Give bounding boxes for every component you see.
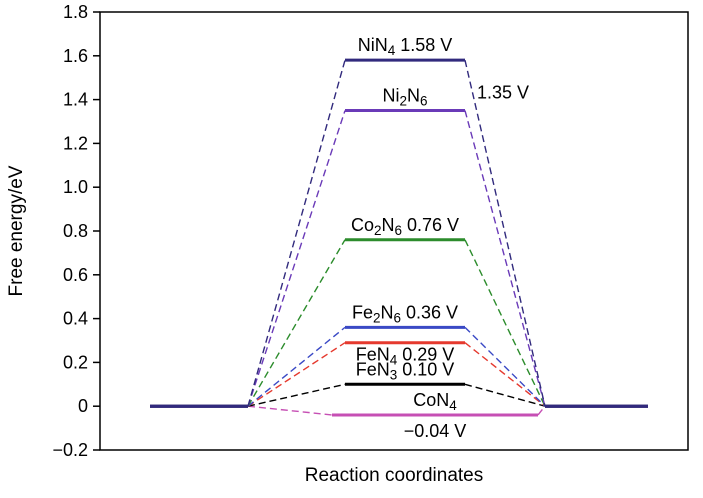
value-Ni2N6: 1.35 V bbox=[477, 83, 529, 103]
label-Fe2N6: Fe2N6 0.36 V bbox=[352, 302, 458, 325]
x-axis-label: Reaction coordinates bbox=[305, 465, 484, 486]
connector-Co2N6-down bbox=[464, 239, 546, 407]
label-Ni2N6: Ni2N6 bbox=[382, 86, 427, 109]
connector-Ni2N6-up bbox=[247, 110, 346, 407]
connector-Ni2N6-down bbox=[464, 110, 546, 407]
connector-NiN4-up bbox=[247, 59, 346, 407]
y-tick-label: 0.6 bbox=[63, 265, 88, 285]
connector-Fe2N6-down bbox=[464, 326, 546, 407]
y-tick-label: 0.4 bbox=[63, 309, 88, 329]
y-axis-label: Free energy/eV bbox=[6, 165, 27, 296]
y-tick-label: 1.6 bbox=[63, 46, 88, 66]
connector-FeN4-up bbox=[247, 342, 346, 407]
label-Co2N6: Co2N6 0.76 V bbox=[351, 215, 459, 238]
connector-CoN4-down bbox=[537, 405, 546, 416]
value-CoN4: −0.04 V bbox=[404, 421, 467, 441]
connector-NiN4-down bbox=[464, 60, 546, 407]
y-tick-label: 0.2 bbox=[63, 352, 88, 372]
connector-CoN4-up bbox=[247, 405, 333, 416]
y-tick-label: 0 bbox=[78, 396, 88, 416]
connector-FeN4-down bbox=[464, 342, 546, 407]
label-FeN4: FeN4 0.29 V bbox=[356, 345, 455, 368]
connector-Fe2N6-up bbox=[247, 326, 346, 407]
y-tick-label: 1.4 bbox=[63, 90, 88, 110]
label-CoN4: CoN4 bbox=[413, 390, 457, 413]
y-tick-label: 1.2 bbox=[63, 133, 88, 153]
y-tick-label: 1.0 bbox=[63, 177, 88, 197]
label-NiN4: NiN4 1.58 V bbox=[358, 35, 453, 58]
connector-FeN3-up bbox=[247, 383, 346, 407]
connector-Co2N6-up bbox=[247, 239, 346, 407]
y-tick-label: −0.2 bbox=[52, 440, 88, 460]
label-FeN3: FeN3 0.10 V bbox=[356, 359, 455, 382]
y-tick-label: 0.8 bbox=[63, 221, 88, 241]
connector-FeN3-down bbox=[464, 383, 546, 407]
y-tick-label: 1.8 bbox=[63, 2, 88, 22]
